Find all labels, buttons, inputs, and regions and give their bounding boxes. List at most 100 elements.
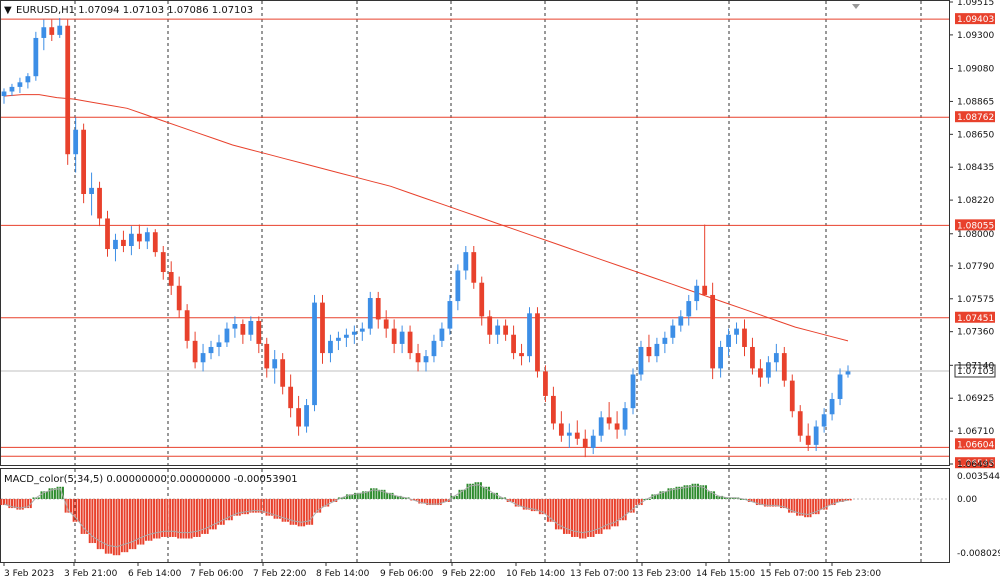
- macd-bar: [415, 498, 418, 501]
- candle-body: [33, 37, 39, 77]
- price-tick-label: 1.09300: [957, 31, 994, 41]
- macd-bar: [268, 498, 271, 516]
- price-tick-label: 1.06925: [957, 394, 994, 404]
- macd-bar: [812, 498, 815, 515]
- macd-bar: [490, 492, 493, 499]
- macd-bar: [423, 498, 426, 504]
- macd-bar: [664, 491, 667, 499]
- macd-bar: [450, 495, 453, 499]
- moving-average: [3, 94, 849, 342]
- macd-bar: [755, 498, 758, 506]
- candle-body: [813, 426, 819, 445]
- macd-bar: [487, 486, 490, 499]
- macd-bar: [217, 498, 220, 525]
- macd-bar: [654, 494, 657, 499]
- macd-bar: [498, 497, 501, 499]
- candle-body: [551, 395, 556, 424]
- candle-body: [41, 27, 47, 38]
- candle-body: [519, 353, 524, 357]
- price-axis: 1.09515 1.09300 1.09080 1.08865 1.08650 1.084…: [949, 0, 994, 470]
- candle-body: [718, 346, 723, 369]
- macd-bar: [348, 494, 351, 499]
- macd-bar: [80, 498, 83, 534]
- header-triangle-icon[interactable]: ▼: [4, 5, 12, 16]
- macd-bar: [699, 485, 702, 499]
- macd-bar: [123, 498, 126, 553]
- macd-bar: [426, 498, 429, 506]
- macd-bar: [359, 492, 362, 499]
- candle-body: [367, 298, 373, 329]
- macd-bar: [643, 498, 646, 500]
- macd-bar: [287, 498, 290, 522]
- candle-body: [383, 319, 389, 329]
- level-price-label: 1.06546: [957, 459, 994, 469]
- price-tick-label: 1.07575: [957, 295, 994, 305]
- macd-bar: [552, 498, 555, 522]
- macd-bar: [694, 483, 697, 499]
- level-price-label: 1.09403: [957, 15, 994, 25]
- macd-bar: [249, 498, 252, 513]
- candle-body: [694, 285, 700, 302]
- macd-bar: [64, 498, 67, 513]
- macd-bar: [53, 488, 56, 499]
- macd-bar: [220, 498, 223, 525]
- candle-body: [726, 334, 731, 347]
- macd-bar: [544, 498, 547, 515]
- candle-body: [248, 320, 254, 335]
- macd-signal-line: [3, 484, 849, 548]
- macd-bar: [571, 498, 574, 537]
- macd-bar: [715, 495, 718, 499]
- macd-bar: [303, 498, 306, 527]
- candle-body: [710, 294, 716, 369]
- macd-bar: [225, 498, 228, 521]
- candle-body: [845, 371, 851, 375]
- macd-bar: [696, 483, 699, 499]
- macd-bar: [849, 498, 852, 501]
- candle-body: [742, 328, 747, 347]
- time-tick-label: 7 Feb 22:00: [253, 569, 307, 579]
- candle-body: [527, 313, 532, 357]
- macd-bar: [37, 497, 40, 499]
- time-tick-label: 9 Feb 06:00: [380, 569, 434, 579]
- macd-bar: [801, 498, 804, 516]
- macd-tick-label: 0.00: [957, 495, 977, 505]
- macd-bar: [562, 498, 565, 534]
- candle-body: [208, 346, 214, 354]
- macd-bar: [804, 498, 807, 518]
- macd-bar: [155, 498, 158, 539]
- macd-bar: [311, 498, 314, 525]
- candle-body: [49, 27, 55, 35]
- macd-bar: [667, 488, 670, 499]
- candle-body: [789, 380, 795, 412]
- macd-bar: [353, 492, 356, 499]
- macd-bar: [485, 486, 488, 499]
- macd-bar: [817, 498, 820, 515]
- macd-bar: [788, 498, 791, 513]
- macd-bar: [514, 498, 517, 507]
- macd-bar: [187, 498, 190, 539]
- candle-body: [240, 324, 246, 335]
- macd-bar: [386, 492, 389, 499]
- macd-bar: [147, 498, 150, 541]
- macd-bar: [517, 498, 520, 507]
- level-tag: [955, 311, 995, 323]
- price-pane-frame: [0, 0, 950, 466]
- candle-body: [9, 86, 15, 92]
- horizontal-levels[interactable]: 1.09403 1.08762 1.08055 1.07451 1.06604 1.065…: [1, 13, 995, 469]
- candle-body: [574, 432, 580, 439]
- candle-body: [543, 371, 548, 396]
- macd-bar: [629, 498, 632, 513]
- ma-line: [3, 94, 849, 342]
- macd-bar: [190, 498, 193, 539]
- macd-bar: [809, 498, 812, 518]
- candle-body: [455, 270, 461, 302]
- price-tick-label: 1.08865: [957, 97, 994, 107]
- chart-scroll-arrow-icon[interactable]: [852, 4, 860, 9]
- macd-bar: [763, 498, 766, 507]
- macd-bar: [99, 498, 102, 550]
- macd-bar: [27, 498, 30, 509]
- candle-body: [391, 328, 397, 344]
- macd-axis: 0.0035448 0.00 -0.0080295: [957, 472, 1000, 559]
